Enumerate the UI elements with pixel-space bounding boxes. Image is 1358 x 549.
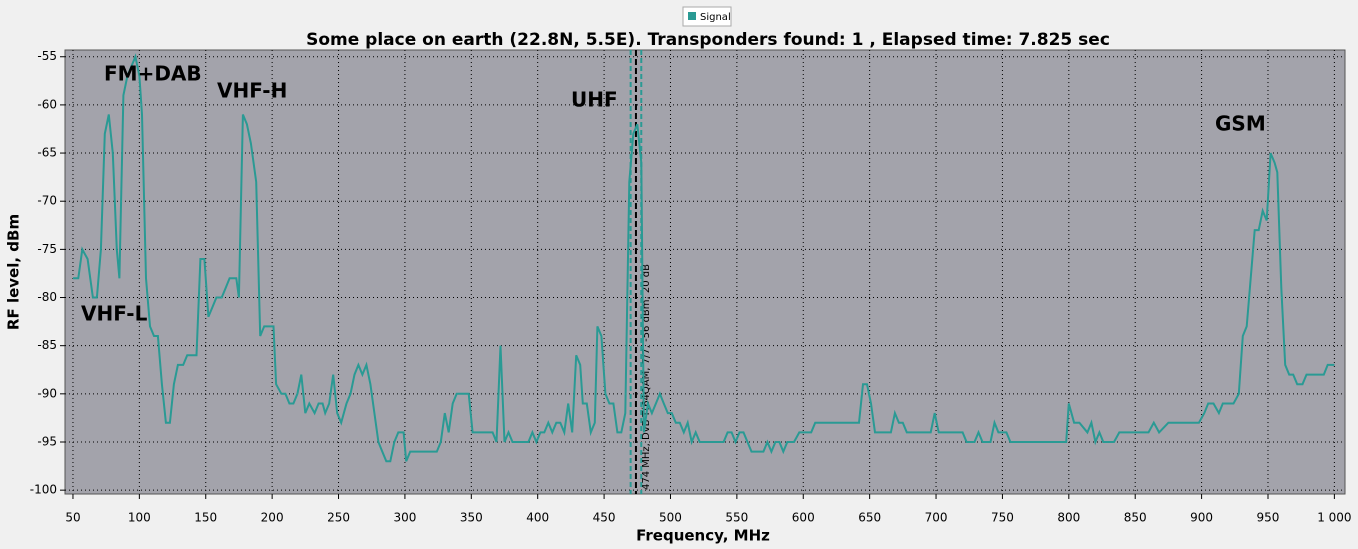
y-tick-label: -70: [37, 194, 57, 208]
x-tick-label: 350: [460, 511, 483, 525]
x-tick-label: 550: [725, 511, 748, 525]
y-tick-label: -90: [37, 386, 57, 400]
x-tick-label: 650: [858, 511, 881, 525]
x-tick-label: 600: [792, 511, 815, 525]
x-tick-label: 300: [393, 511, 416, 525]
legend: Signal: [682, 6, 732, 27]
y-tick-label: -80: [37, 290, 57, 304]
x-tick-label: 1 000: [1317, 511, 1351, 525]
legend-swatch: [688, 12, 696, 20]
annotation: UHF: [571, 88, 618, 112]
y-tick-label: -60: [37, 97, 57, 111]
x-axis-label: Frequency, MHz: [636, 527, 770, 545]
x-tick-label: 900: [1190, 511, 1213, 525]
y-tick-label: -85: [37, 338, 57, 352]
y-tick-label: -100: [30, 483, 57, 497]
x-tick-label: 500: [659, 511, 682, 525]
x-tick-label: 800: [1057, 511, 1080, 525]
x-tick-label: 700: [925, 511, 948, 525]
x-tick-label: 100: [128, 511, 151, 525]
marker-label: 474 MHz, DvB-T(64QAM, 7/7, -56 dBm, 20 d…: [641, 264, 652, 490]
x-tick-label: 250: [327, 511, 350, 525]
y-axis-label: RF level, dBm: [5, 214, 23, 330]
x-tick-label: 50: [65, 511, 80, 525]
y-tick-label: -55: [37, 49, 57, 63]
annotation: GSM: [1215, 112, 1266, 136]
x-tick-label: 450: [593, 511, 616, 525]
chart-title: Some place on earth (22.8N, 5.5E). Trans…: [306, 30, 1110, 50]
legend-box: [682, 6, 732, 27]
x-tick-label: 950: [1257, 511, 1280, 525]
x-tick-label: 150: [194, 511, 217, 525]
plot-area: [64, 49, 1346, 495]
x-tick-label: 200: [261, 511, 284, 525]
annotation: VHF-L: [81, 302, 148, 326]
y-tick-label: -75: [37, 242, 57, 256]
x-tick-label: 850: [1124, 511, 1147, 525]
annotation: FM+DAB: [104, 62, 202, 86]
y-tick-label: -65: [37, 146, 57, 160]
x-tick-label: 400: [526, 511, 549, 525]
signal-line: [73, 53, 1335, 463]
x-tick-label: 750: [991, 511, 1014, 525]
annotation: VHF-H: [217, 79, 287, 103]
y-tick-label: -95: [37, 434, 57, 448]
legend-label: Signal: [700, 12, 731, 23]
